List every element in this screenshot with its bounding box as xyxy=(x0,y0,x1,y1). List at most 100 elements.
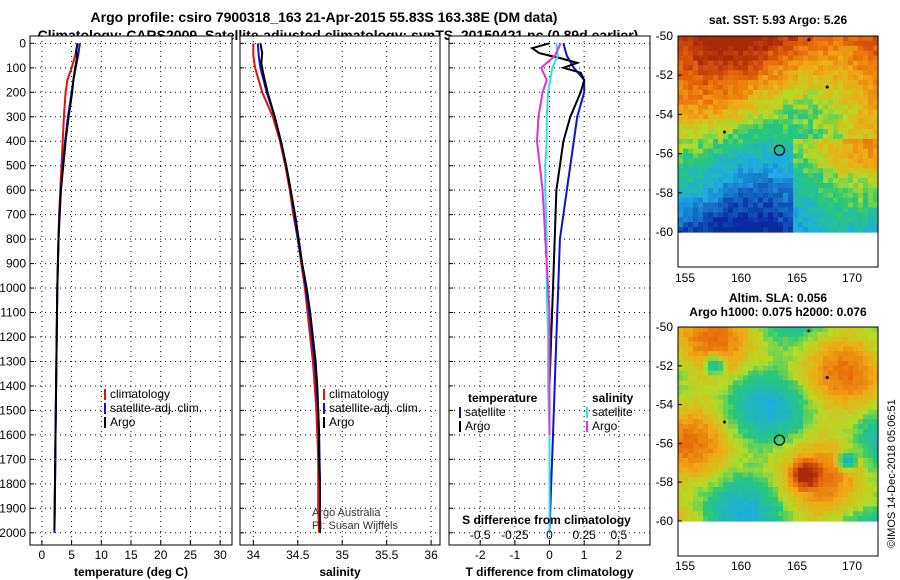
sst-map-cell xyxy=(763,70,769,76)
sst-map-cell xyxy=(848,143,854,150)
sst-map-cell xyxy=(758,183,764,189)
sst-map-cell xyxy=(813,202,819,209)
sla-map-cell xyxy=(838,375,844,381)
sla-map-cell xyxy=(833,365,839,372)
sst-map-cell xyxy=(703,148,709,155)
sst-map-cell xyxy=(733,134,739,140)
sla-map-cell xyxy=(773,487,779,493)
sla-map-cell xyxy=(788,404,794,411)
sst-map-cell xyxy=(843,114,849,120)
sla-map-cell xyxy=(848,414,854,420)
sla-map-cell xyxy=(723,390,729,396)
sla-map-cell xyxy=(828,496,834,503)
sst-map-cell xyxy=(828,227,834,233)
sla-map-cell xyxy=(838,370,844,377)
sst-map-cell xyxy=(863,202,869,209)
sla-map-cell xyxy=(718,457,724,464)
sst-map-cell xyxy=(823,124,829,130)
sla-map-cell xyxy=(768,331,774,338)
sst-map-cell xyxy=(678,168,684,174)
sla-map-cell xyxy=(738,399,744,406)
sst-map-cell xyxy=(738,217,744,223)
sla-map-cell xyxy=(718,424,724,430)
sst-map-cell xyxy=(858,119,864,125)
sla-map-cell xyxy=(773,414,779,420)
sst-map-cell xyxy=(683,55,689,62)
sla-map-cell xyxy=(778,438,784,444)
sst-map-cell xyxy=(683,65,689,71)
sst-map-cell xyxy=(728,173,734,179)
sst-map-cell xyxy=(698,134,704,140)
sla-map-cell xyxy=(703,351,709,357)
sst-map-cell xyxy=(768,187,774,194)
sla-map-cell xyxy=(783,356,789,362)
sst-map-cell xyxy=(813,227,819,233)
sst-map-cell xyxy=(828,94,834,101)
sla-map-cell xyxy=(843,506,849,512)
sst-map-cell xyxy=(698,60,704,66)
sst-map-cell xyxy=(743,75,749,81)
sst-map-cell xyxy=(718,163,724,169)
sla-map-cell xyxy=(813,496,819,503)
sla-map-cell xyxy=(798,370,804,377)
sst-map-cell xyxy=(798,70,804,76)
sla-map-cell xyxy=(693,457,699,464)
imos-credit: ©IMOS 14-Dec-2018 05:06:51 xyxy=(886,399,898,548)
sst-map-cell xyxy=(818,148,824,155)
sla-map-cell xyxy=(708,390,714,396)
sla-map-cell xyxy=(693,506,699,512)
sla-map-cell xyxy=(718,360,724,367)
sst-map-cell xyxy=(818,36,824,42)
sst-map-cell xyxy=(748,222,754,228)
sst-map-cell xyxy=(858,36,864,42)
sla-map-cell xyxy=(808,336,814,343)
sst-map-cell xyxy=(768,129,774,135)
sst-map-cell xyxy=(803,50,809,57)
sla-map-cell xyxy=(863,472,869,478)
sla-map-cell xyxy=(823,375,829,381)
sla-map-cell xyxy=(833,390,839,396)
sla-map-cell xyxy=(773,404,779,411)
sst-map-cell xyxy=(693,168,699,174)
sla-map-cell xyxy=(808,399,814,406)
sst-map-cell xyxy=(703,168,709,174)
sst-map-cell xyxy=(688,227,694,233)
sla-map-cell xyxy=(743,380,749,386)
sst-map-cell xyxy=(838,143,844,150)
sla-map-cell xyxy=(748,385,754,391)
sst-map-cell xyxy=(873,212,879,218)
sst-map-cell xyxy=(813,124,819,130)
sla-map-cell xyxy=(863,380,869,386)
sla-map-cell xyxy=(838,419,844,425)
sla-map-cell xyxy=(713,419,719,425)
sst-map-cell xyxy=(808,94,814,101)
sst-map-cell xyxy=(688,99,694,106)
sst-map-cell xyxy=(778,55,784,62)
sst-map-cell xyxy=(763,134,769,140)
sla-map-cell xyxy=(838,467,844,474)
sst-map-cell xyxy=(793,197,799,204)
sla-map-cell xyxy=(868,360,874,367)
sst-map-cell xyxy=(813,163,819,169)
sst-map-cell xyxy=(688,202,694,209)
sst-map-cell xyxy=(778,85,784,91)
sst-map-cell xyxy=(758,173,764,179)
sst-map-cell xyxy=(768,192,774,199)
sst-map-cell xyxy=(748,50,754,57)
sst-map-cell xyxy=(758,89,764,96)
sla-map-cell xyxy=(723,453,729,459)
sst-map-cell xyxy=(823,55,829,62)
sst-map-cell xyxy=(858,202,864,209)
sla-map-cell xyxy=(743,394,749,401)
sla-map-cell xyxy=(783,448,789,454)
sla-map-cell xyxy=(843,491,849,498)
sla-map-cell xyxy=(708,511,714,517)
sst-map-cell xyxy=(758,60,764,66)
sst-map-cell xyxy=(828,109,834,115)
sla-map-cell xyxy=(783,457,789,464)
sla-map-cell xyxy=(718,327,724,333)
sst-map-cell xyxy=(708,207,714,213)
sla-map-cell xyxy=(748,419,754,425)
sla-map-cell xyxy=(848,327,854,333)
sla-map-cell xyxy=(698,404,704,411)
